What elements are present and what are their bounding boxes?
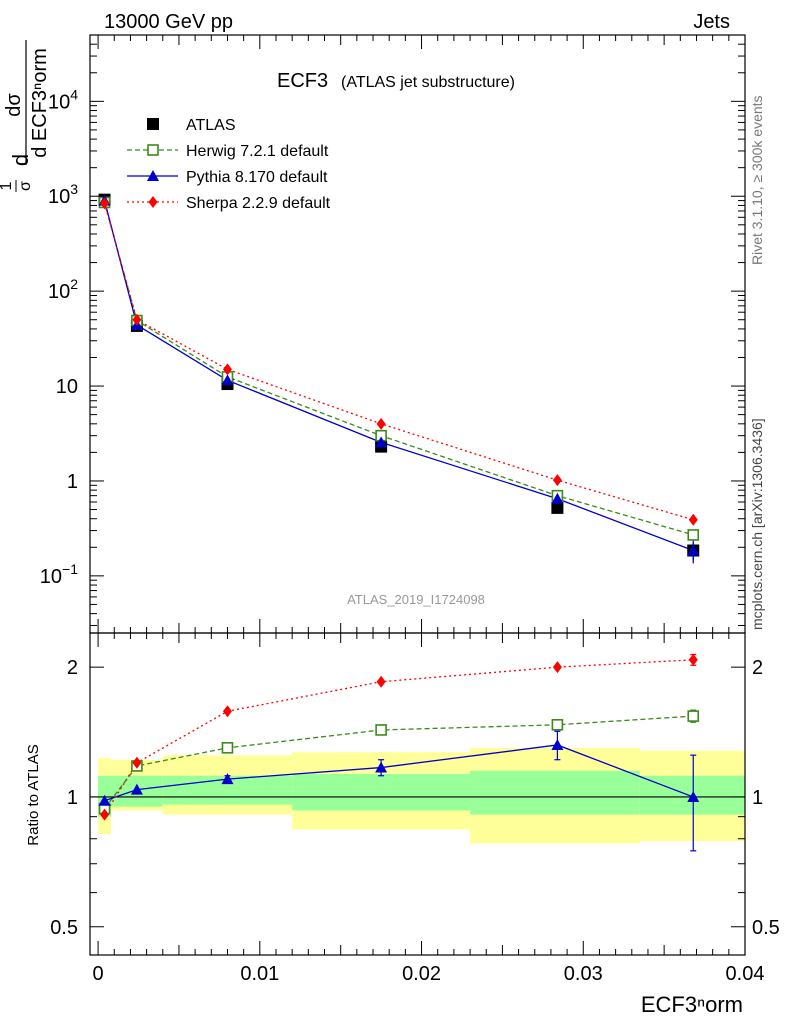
ratio-axes bbox=[89, 632, 746, 956]
herwig-point bbox=[687, 529, 700, 541]
ratio-y-tick-label: 2 bbox=[67, 657, 78, 679]
inner-band bbox=[292, 774, 471, 811]
ratio-uncertainty-bands bbox=[90, 747, 745, 844]
analysis-id: ATLAS_2019_I1724098 bbox=[347, 592, 485, 607]
mcplots-label: mcplots.cern.ch [arXiv:1306.3436] bbox=[749, 418, 765, 630]
process-label: Jets bbox=[693, 11, 730, 33]
ratio-y-tick-label-right: 0.5 bbox=[752, 917, 780, 939]
y-label-prefix-den: σ bbox=[17, 181, 34, 191]
legend-item-pythia: Pythia 8.170 default bbox=[127, 169, 328, 186]
main-y-tick-label: 10−1 bbox=[40, 561, 78, 588]
legend-marker bbox=[147, 170, 159, 181]
ratio-y-tick-label: 0.5 bbox=[50, 917, 78, 939]
pythia-point bbox=[221, 374, 234, 386]
pythia-ratio-point bbox=[130, 783, 143, 795]
pythia-ratio-point bbox=[375, 761, 388, 773]
main-y-tick-label: 10 bbox=[56, 376, 78, 398]
beam-label: 13000 GeV pp bbox=[104, 11, 233, 33]
x-tick-label: 0.03 bbox=[564, 963, 603, 985]
legend-label: Pythia 8.170 default bbox=[186, 169, 328, 186]
chart-subtitle: (ATLAS jet substructure) bbox=[341, 74, 515, 91]
main-y-axis-label: 1 σ d dσ d ECF3ⁿorm bbox=[0, 40, 51, 192]
x-axis-label: ECF3ⁿorm bbox=[641, 992, 743, 1017]
herwig-line bbox=[103, 202, 694, 536]
legend-marker bbox=[147, 144, 159, 156]
ratio-y-tick-label: 1 bbox=[67, 787, 78, 809]
pythia-ratio-point bbox=[687, 790, 700, 802]
sherpa-point bbox=[552, 474, 562, 487]
herwig-ratio-point bbox=[375, 724, 387, 736]
ratio-panel: 0.5 0.5 1 1 2 2 0 0.01 0.02 0.03 0.04 bbox=[50, 632, 780, 985]
main-y-tick-label: 104 bbox=[48, 86, 78, 113]
sherpa-ratio-point bbox=[688, 653, 698, 666]
sherpa-ratio-point bbox=[100, 808, 110, 821]
ratio-y-axis-label: Ratio to ATLAS bbox=[25, 744, 42, 845]
sherpa-point bbox=[222, 363, 232, 376]
legend-label: ATLAS bbox=[186, 117, 236, 134]
pythia-ratio-point bbox=[221, 773, 234, 785]
legend-label: Sherpa 2.2.9 default bbox=[186, 195, 331, 212]
main-y-tick-label: 1 bbox=[67, 471, 78, 493]
atlas-point bbox=[551, 501, 564, 514]
legend-label: Herwig 7.2.1 default bbox=[186, 143, 329, 160]
x-tick-label: 0.02 bbox=[402, 963, 441, 985]
pythia-point bbox=[687, 544, 700, 556]
ratio-series-markers bbox=[98, 653, 700, 852]
rivet-label: Rivet 3.1.10, ≥ 300k events bbox=[749, 95, 765, 265]
main-axes bbox=[89, 34, 746, 634]
x-tick-labels: 0 0.01 0.02 0.03 0.04 bbox=[93, 963, 765, 985]
sherpa-point bbox=[376, 417, 386, 430]
legend-item-sherpa: Sherpa 2.2.9 default bbox=[127, 195, 331, 212]
pythia-ratio-line bbox=[104, 744, 694, 802]
sherpa-ratio-point bbox=[222, 705, 232, 718]
main-panel: 10−1 1 10 102 103 104 ECF3 (ATLAS jet substru… bbox=[40, 34, 746, 634]
main-y-tick-label: 103 bbox=[48, 181, 78, 208]
main-y-tick-labels: 10−1 1 10 102 103 104 bbox=[40, 86, 78, 588]
ratio-frame bbox=[89, 632, 746, 956]
y-label-bottom: d ECF3ⁿorm bbox=[29, 48, 51, 158]
x-tick-label: 0.01 bbox=[240, 963, 279, 985]
herwig-ratio-point bbox=[687, 710, 700, 722]
pythia-line bbox=[103, 200, 694, 552]
y-label-prefix-num: 1 bbox=[0, 181, 15, 190]
sherpa-point bbox=[688, 513, 698, 526]
sherpa-point bbox=[100, 197, 110, 210]
legend-marker bbox=[148, 196, 158, 208]
main-y-tick-label: 102 bbox=[48, 276, 78, 303]
herwig-ratio-point bbox=[221, 742, 234, 754]
legend-marker bbox=[147, 118, 159, 130]
sherpa-ratio-point bbox=[552, 661, 562, 674]
x-tick-label: 0 bbox=[93, 963, 104, 985]
ratio-y-tick-labels: 0.5 0.5 1 1 2 2 bbox=[50, 657, 780, 939]
ratio-y-tick-label-right: 1 bbox=[752, 787, 763, 809]
ratio-y-tick-label-right: 2 bbox=[752, 657, 763, 679]
legend-item-herwig: Herwig 7.2.1 default bbox=[127, 143, 329, 160]
pythia-ratio-point bbox=[551, 738, 564, 750]
main-series-lines bbox=[103, 200, 694, 552]
legend: ATLAS Herwig 7.2.1 default Pythia 8.170 de… bbox=[127, 117, 331, 212]
pythia-ratio-point bbox=[98, 794, 111, 806]
y-label-d: d bbox=[8, 154, 33, 166]
pythia-point bbox=[375, 436, 388, 448]
herwig-ratio-point bbox=[551, 719, 564, 731]
sherpa-ratio-point bbox=[132, 756, 142, 769]
sherpa-ratio-point bbox=[376, 675, 386, 688]
legend-item-atlas: ATLAS bbox=[147, 117, 236, 134]
inner-band bbox=[470, 770, 640, 815]
y-label-top: dσ bbox=[3, 93, 25, 117]
x-tick-label: 0.04 bbox=[726, 963, 765, 985]
sherpa-point bbox=[132, 313, 142, 326]
sherpa-line bbox=[103, 203, 694, 521]
main-series-markers bbox=[98, 193, 700, 564]
herwig-ratio-line bbox=[104, 715, 694, 809]
chart-title-main: ECF3 bbox=[277, 70, 328, 92]
pythia-point bbox=[551, 492, 564, 504]
